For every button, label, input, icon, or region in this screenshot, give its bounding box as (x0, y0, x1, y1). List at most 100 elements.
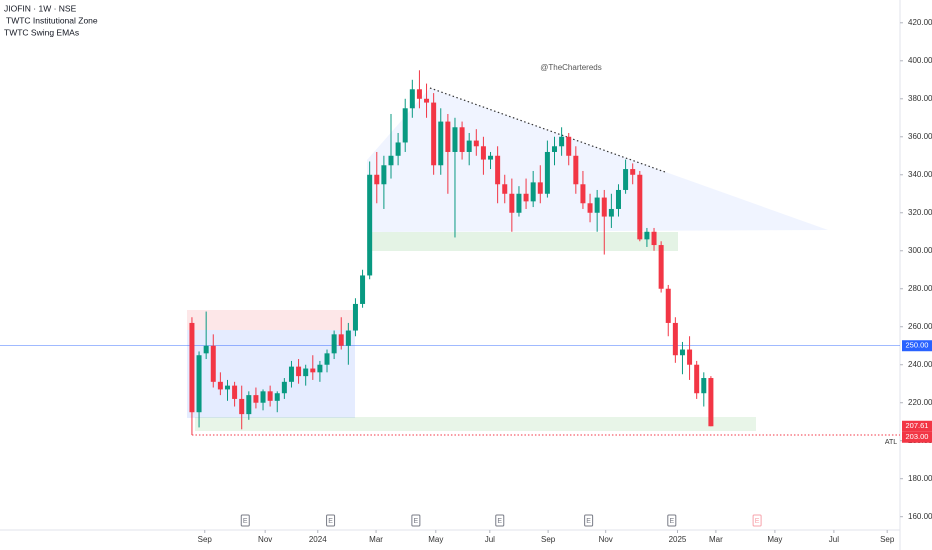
candle-body (708, 378, 714, 427)
candle-body (274, 393, 280, 401)
x-tick-label: Mar (369, 535, 383, 544)
candle-body (466, 140, 472, 152)
earnings-label: E (414, 518, 419, 525)
candle-body (260, 391, 266, 403)
candle-body (288, 366, 294, 382)
x-tick-label: Nov (599, 535, 613, 544)
x-tick-label: Mar (709, 535, 723, 544)
x-tick-label: May (767, 535, 782, 544)
candle-body (210, 345, 216, 382)
candle-body (637, 174, 643, 240)
candle-body (488, 155, 494, 160)
y-tick-label: 240.00 (908, 360, 932, 369)
earnings-marker (752, 514, 762, 527)
triangle-zone (367, 88, 828, 232)
demand-zone (367, 232, 678, 251)
candle-body (566, 136, 572, 156)
y-tick-label: 260.00 (908, 322, 932, 331)
candle-body (196, 355, 202, 413)
candle-body (239, 398, 245, 415)
demand-zone (195, 417, 756, 431)
x-tick-label: Sep (198, 535, 213, 544)
candle-body (232, 385, 238, 399)
candle-body (345, 330, 351, 346)
candle-body (267, 391, 273, 401)
candle-body (431, 102, 437, 166)
candle-body (679, 349, 685, 356)
y-tick-label: 400.00 (908, 56, 932, 65)
candle-body (224, 385, 230, 390)
candle-body (296, 366, 302, 377)
candle-body (317, 364, 323, 373)
candle-body (701, 378, 707, 394)
candle-body (544, 151, 550, 194)
candle-body (416, 89, 422, 99)
candle-body (615, 189, 621, 209)
y-tick-label: 300.00 (908, 246, 932, 255)
candle-body (424, 98, 430, 103)
earnings-marker (584, 514, 594, 527)
candle-body (523, 193, 529, 202)
candle-body (203, 345, 209, 354)
candle-body (253, 395, 259, 403)
y-tick-label: 220.00 (908, 398, 932, 407)
candle-body (644, 231, 650, 240)
earnings-marker (667, 514, 677, 527)
candle-body (502, 184, 508, 194)
indicator-label: TWTC Institutional Zone (6, 15, 98, 25)
earnings-marker (240, 514, 250, 527)
x-tick-label: Sep (541, 535, 556, 544)
atl-label: ATL (885, 439, 897, 446)
candle-body (658, 245, 664, 289)
candle-body (672, 322, 678, 356)
x-tick-label: Nov (258, 535, 272, 544)
candle-body (338, 334, 344, 346)
candle-body (623, 169, 629, 190)
candle-body (552, 146, 558, 152)
candle-body (402, 108, 408, 143)
candle-body (331, 334, 337, 354)
candle-body (587, 203, 593, 213)
candle-body (608, 208, 614, 217)
indicator-label: TWTC Swing EMAs (4, 27, 79, 37)
price-label-box (902, 420, 932, 432)
candle-body (324, 353, 330, 365)
trend-line (429, 87, 666, 173)
candle-body (310, 368, 316, 373)
candle-body (352, 303, 358, 331)
earnings-marker (411, 514, 421, 527)
earnings-marker (326, 514, 336, 527)
candle-body (438, 121, 444, 166)
watermark: @TheChartereds (540, 63, 601, 72)
earnings-label: E (243, 518, 248, 525)
candle-body (395, 142, 401, 156)
candle-body (459, 127, 465, 152)
candle-body (495, 155, 501, 185)
candle-body (246, 395, 252, 415)
candle-body (530, 182, 536, 202)
y-tick-label: 380.00 (908, 94, 932, 103)
earnings-marker (495, 514, 505, 527)
candle-body (445, 121, 451, 152)
earnings-label: E (669, 518, 674, 525)
x-tick-label: May (428, 535, 443, 544)
x-tick-label: Jul (829, 535, 839, 544)
candle-body (573, 155, 579, 185)
y-tick-label: 180.00 (908, 474, 932, 483)
earnings-label: E (497, 518, 502, 525)
candle-body (473, 140, 479, 147)
y-tick-label: 420.00 (908, 18, 932, 27)
candle-body (537, 182, 543, 194)
candle-body (694, 364, 700, 394)
candle-body (367, 174, 373, 276)
candle-body (651, 231, 657, 246)
y-tick-label: 160.00 (908, 512, 932, 521)
candle-body (559, 136, 565, 147)
x-tick-label: Sep (880, 535, 895, 544)
candle-body (281, 381, 287, 394)
y-tick-label: 340.00 (908, 170, 932, 179)
supply-zone (187, 310, 355, 330)
candle-body (360, 275, 366, 304)
candle-body (374, 174, 380, 185)
x-tick-label: Jul (485, 535, 495, 544)
